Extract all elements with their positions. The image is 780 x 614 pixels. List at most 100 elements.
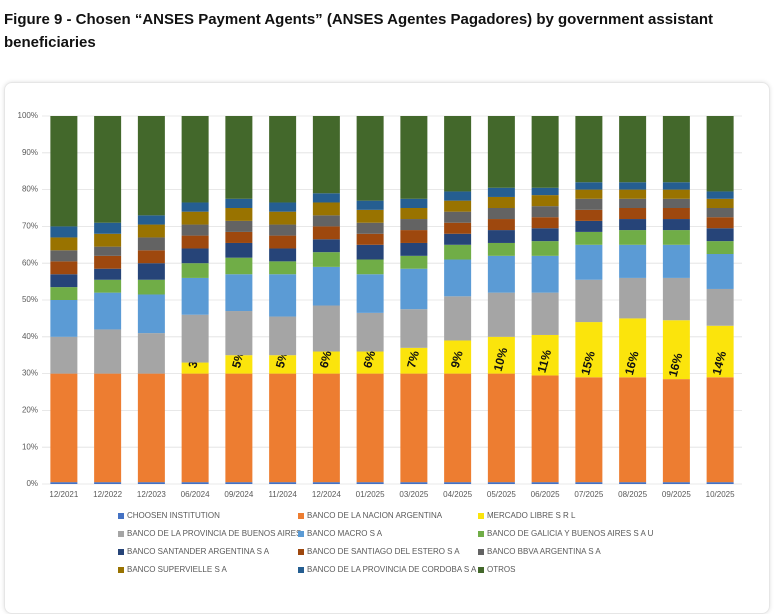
bar-segment (50, 336, 78, 374)
bar-segment (619, 208, 647, 220)
y-tick-label: 50% (22, 295, 38, 304)
bar-segment (356, 274, 384, 313)
bar-segment (531, 375, 559, 483)
x-tick-label: 04/2025 (443, 490, 472, 499)
bar-segment (706, 241, 734, 254)
bar-segment (662, 189, 690, 199)
bar-segment (181, 224, 209, 236)
legend-swatch (478, 549, 484, 555)
bar-segment (400, 116, 428, 199)
x-tick-label: 12/2024 (312, 490, 341, 499)
bar-segment (444, 340, 472, 374)
bar-segment (706, 377, 734, 483)
bar-segment (444, 482, 472, 484)
y-tick-label: 40% (22, 332, 38, 341)
bar-segment (531, 334, 559, 376)
bar-segment (444, 200, 472, 212)
bar-segment (269, 274, 297, 317)
bar-segment (706, 228, 734, 242)
x-tick-label: 07/2025 (574, 490, 603, 499)
bar-segment (662, 320, 690, 380)
legend-label: BANCO DE SANTIAGO DEL ESTERO S A (307, 547, 460, 556)
bar-segment (575, 231, 603, 245)
x-tick-label: 06/2024 (181, 490, 210, 499)
bar-segment (137, 224, 165, 238)
bar-segment (487, 219, 515, 231)
bar-segment (94, 373, 122, 483)
y-tick-label: 10% (22, 442, 38, 451)
bar-segment (94, 222, 122, 234)
bar-segment (50, 237, 78, 251)
bar-segment (575, 220, 603, 232)
bar-segment (575, 482, 603, 484)
bar-segment (444, 373, 472, 483)
bar-segment (400, 208, 428, 220)
bar-segment (575, 244, 603, 280)
legend-label: BANCO DE GALICIA Y BUENOS AIRES S A U (487, 529, 654, 538)
x-tick-label: 01/2025 (356, 490, 385, 499)
bar-segment (181, 202, 209, 212)
bar-segment (531, 292, 559, 335)
bar-segment (50, 373, 78, 483)
legend-swatch (478, 513, 484, 519)
bar-segment (50, 261, 78, 275)
y-tick-label: 30% (22, 369, 38, 378)
bar-segment (619, 482, 647, 484)
value-label: 16% (622, 349, 642, 376)
bar-segment (662, 208, 690, 220)
bar-segment (400, 347, 428, 374)
bar-segment (312, 193, 340, 203)
bar-segment (94, 255, 122, 269)
bar-segment (487, 230, 515, 243)
bar-segment (662, 219, 690, 231)
x-tick-label: 05/2025 (487, 490, 516, 499)
bar-segment (444, 259, 472, 297)
legend-swatch (298, 513, 304, 519)
bar-segment (487, 373, 515, 483)
bar-segment (662, 198, 690, 208)
bar-segment (225, 373, 253, 483)
bar-segment (181, 116, 209, 203)
value-label: 9% (448, 349, 466, 370)
x-tick-label: 09/2025 (662, 490, 691, 499)
bar-segment (575, 198, 603, 210)
legend-label: BANCO DE LA PROVINCIA DE CORDOBA S A (307, 565, 477, 574)
bar-segment (137, 215, 165, 225)
bar-segment (225, 257, 253, 275)
legend-swatch (298, 531, 304, 537)
bar-segment (269, 224, 297, 236)
bar-segment (575, 377, 603, 483)
bar-segment (662, 182, 690, 190)
bar-segment (575, 182, 603, 190)
bar-segment (706, 482, 734, 484)
bar-segment (181, 314, 209, 363)
bar-segment (181, 211, 209, 225)
bar-segment (487, 196, 515, 208)
bar-segment (269, 248, 297, 262)
bar-segment (94, 279, 122, 293)
bar-segment (225, 231, 253, 243)
x-tick-label: 06/2025 (531, 490, 560, 499)
legend-label: OTROS (487, 565, 515, 574)
bar-segment (531, 187, 559, 196)
bar-segment (225, 220, 253, 232)
bar-segment (312, 252, 340, 267)
bar-segment (269, 373, 297, 483)
bar-segment (400, 309, 428, 348)
bar-segment (356, 351, 384, 374)
bar-segment (400, 268, 428, 310)
bar-segment (444, 116, 472, 192)
x-tick-label: 11/2024 (268, 490, 297, 499)
bar-segment (137, 482, 165, 484)
x-tick-label: 12/2021 (49, 490, 78, 499)
legend-label: BANCO SANTANDER ARGENTINA S A (127, 547, 270, 556)
bar-segment (50, 274, 78, 288)
bar-segment (531, 255, 559, 293)
bar-segment (137, 373, 165, 483)
bar-segment (94, 233, 122, 247)
bar-segment (356, 373, 384, 483)
bar-segment (94, 329, 122, 374)
bar-segment (269, 482, 297, 484)
bar-segment (356, 116, 384, 201)
value-label: 11% (535, 348, 555, 375)
